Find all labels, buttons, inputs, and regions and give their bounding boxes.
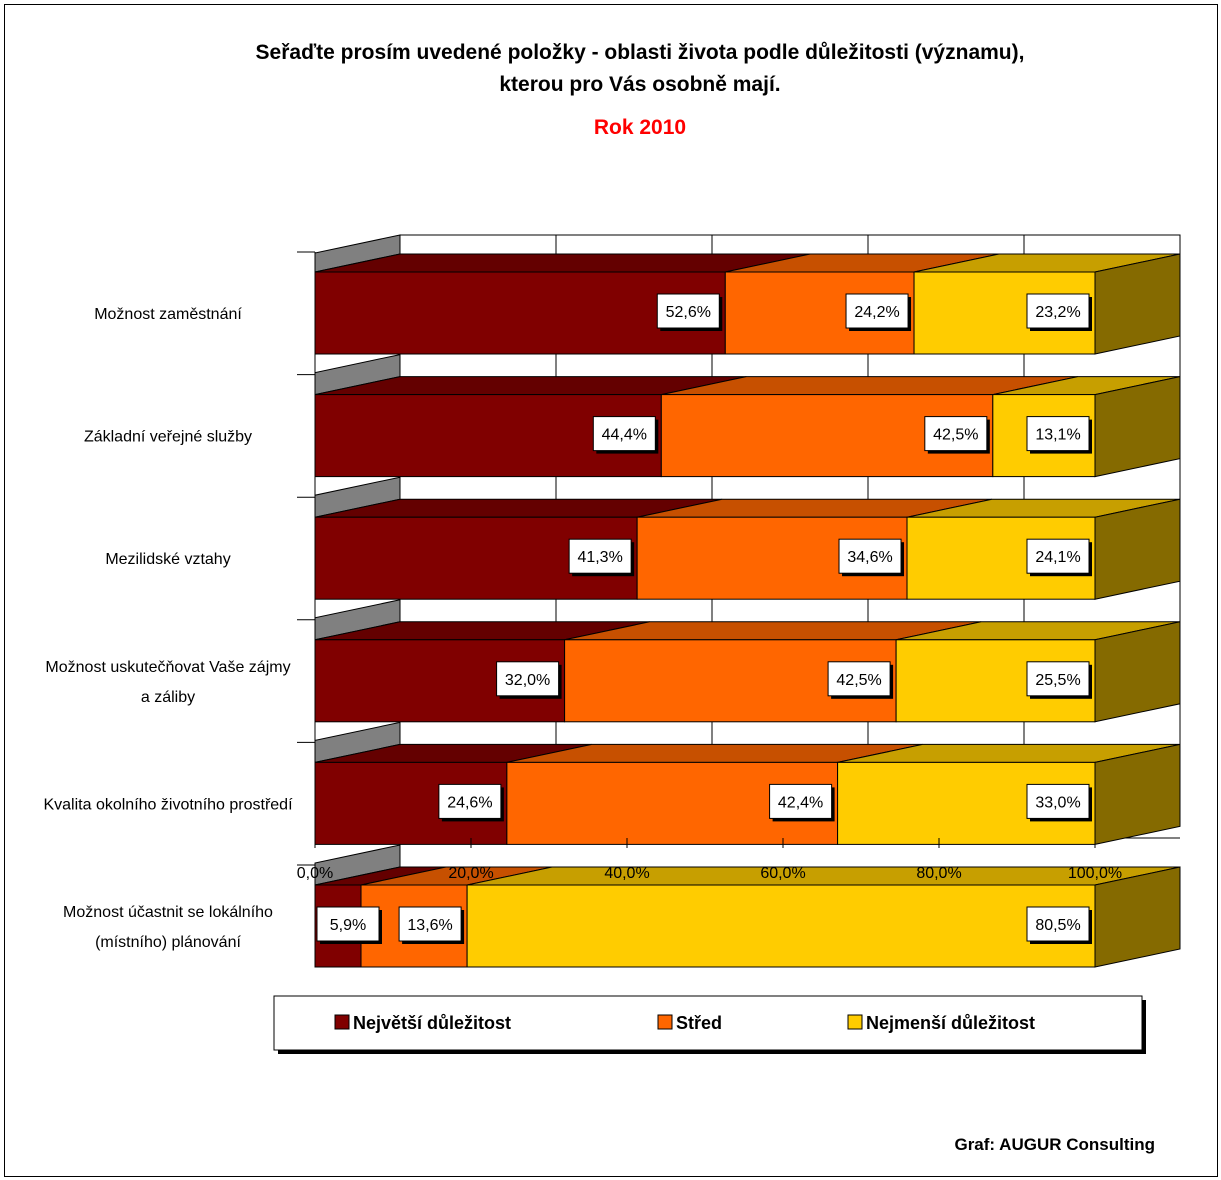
data-label: 42,5% xyxy=(933,427,978,444)
data-label-box xyxy=(924,416,988,452)
data-label-box xyxy=(1026,538,1090,574)
category-label: (místního) plánování xyxy=(95,934,241,951)
chart-credit: Graf: AUGUR Consulting xyxy=(954,1135,1155,1154)
data-label: 25,5% xyxy=(1035,672,1080,689)
data-label: 44,4% xyxy=(602,427,647,444)
chart-title-line: kterou pro Vás osobně mají. xyxy=(499,73,780,96)
bar-side-face xyxy=(1094,743,1181,846)
category-label: Základní veřejné služby xyxy=(84,429,252,446)
category-row: 32,0% 42,5% 25,5% Možnost uskutečňovat Vaše… xyxy=(45,599,1181,723)
category-label: Mezilidské vztahy xyxy=(105,551,230,568)
x-tick-label: 100,0% xyxy=(1068,865,1122,882)
data-label-box xyxy=(769,783,833,819)
data-label-box xyxy=(1026,293,1090,329)
x-tick-label: 60,0% xyxy=(760,865,805,882)
category-label: a záliby xyxy=(141,689,195,706)
legend-swatch xyxy=(657,1014,673,1030)
category-label: Možnost zaměstnání xyxy=(94,306,242,323)
legend-label: Střed xyxy=(676,1013,722,1033)
data-label-box xyxy=(827,661,891,697)
data-label-box xyxy=(1026,661,1090,697)
legend-swatch xyxy=(334,1014,350,1030)
chart-subtitle: Rok 2010 xyxy=(594,116,686,139)
data-label-box xyxy=(592,416,656,452)
data-label-box xyxy=(398,906,462,942)
category-row: 44,4% 42,5% 13,1% Základní veřejné služby xyxy=(84,353,1181,478)
legend-box xyxy=(273,995,1143,1051)
x-tick-label: 20,0% xyxy=(448,865,493,882)
legend-swatch xyxy=(847,1014,863,1030)
category-row: 41,3% 34,6% 24,1% Mezilidské vztahy xyxy=(105,476,1181,600)
data-label: 32,0% xyxy=(505,672,550,689)
x-tick-label: 40,0% xyxy=(604,865,649,882)
chart-title-line: Seřaďte prosím uvedené položky - oblasti… xyxy=(256,41,1025,64)
category-label: Možnost účastnit se lokálního xyxy=(63,904,273,921)
data-label: 41,3% xyxy=(577,549,622,566)
bar-side-face xyxy=(1094,253,1181,355)
data-label: 52,6% xyxy=(666,304,711,321)
data-label: 80,5% xyxy=(1035,917,1080,934)
legend-label: Nejmenší důležitost xyxy=(866,1013,1035,1033)
data-label: 23,2% xyxy=(1035,304,1080,321)
data-label: 34,6% xyxy=(847,549,892,566)
data-label-box xyxy=(845,293,909,329)
data-label-box xyxy=(838,538,902,574)
bar-side-face xyxy=(1094,866,1181,968)
bar-side-face xyxy=(1094,375,1181,478)
category-label: Možnost uskutečňovat Vaše zájmy xyxy=(45,659,290,676)
data-label-box xyxy=(1026,906,1090,942)
data-label-box xyxy=(316,906,380,942)
data-label: 5,9% xyxy=(330,917,366,934)
data-label-box xyxy=(568,538,632,574)
data-label: 42,5% xyxy=(836,672,881,689)
category-label: Kvalita okolního životního prostředí xyxy=(43,796,293,813)
bar-side-face xyxy=(1094,621,1181,723)
data-label: 13,1% xyxy=(1035,427,1080,444)
x-tick-label: 80,0% xyxy=(916,865,961,882)
data-label: 42,4% xyxy=(778,794,823,811)
data-label-box xyxy=(656,293,720,329)
data-label: 24,6% xyxy=(447,794,492,811)
x-tick-label: 0,0% xyxy=(297,865,333,882)
bar-side-face xyxy=(1094,498,1181,600)
category-row: 52,6% 24,2% 23,2% Možnost zaměstnání xyxy=(94,234,1181,355)
legend-label: Největší důležitost xyxy=(353,1013,511,1033)
data-label-box xyxy=(1026,416,1090,452)
data-label: 24,2% xyxy=(854,304,899,321)
data-label-box xyxy=(496,661,560,697)
data-label: 13,6% xyxy=(407,917,452,934)
data-label-box xyxy=(438,783,502,819)
legend: Největší důležitost Střed Nejmenší důležit… xyxy=(273,995,1146,1054)
category-row: 24,6% 42,4% 33,0% Kvalita okolního životníh… xyxy=(43,721,1181,846)
data-label: 33,0% xyxy=(1035,794,1080,811)
bar-segment-3 xyxy=(466,884,1096,968)
category-row: 5,9% 13,6% 80,5% Možnost účastnit se lokáln… xyxy=(63,844,1181,968)
data-label-box xyxy=(1026,783,1090,819)
data-label: 24,1% xyxy=(1035,549,1080,566)
